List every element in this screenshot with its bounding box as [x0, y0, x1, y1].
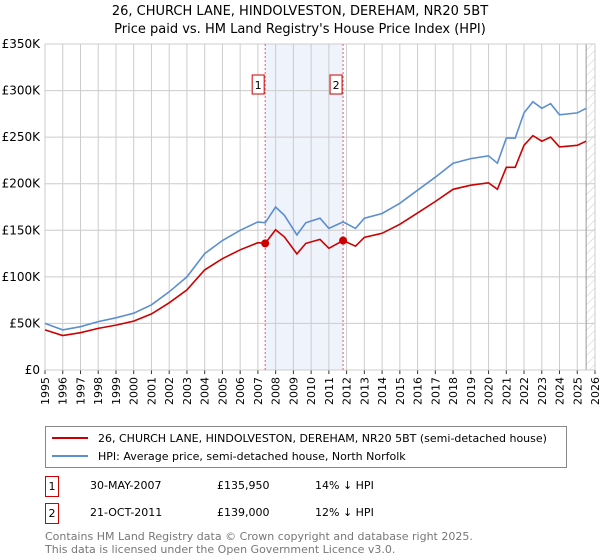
x-tick-label: 1999: [110, 377, 123, 405]
y-tick-label: £250K: [2, 130, 42, 144]
x-tick-label: 2017: [429, 377, 442, 405]
y-tick-label: £350K: [2, 37, 42, 51]
hpi-line: [44, 100, 587, 331]
transaction-number: 2: [45, 503, 59, 524]
chart-subtitle: Price paid vs. HM Land Registry's House …: [114, 22, 486, 37]
y-tick-label: £0: [25, 363, 40, 377]
legend: 26, CHURCH LANE, HINDOLVESTON, DEREHAM, …: [45, 426, 567, 468]
x-tick-label: 2014: [376, 377, 389, 405]
y-tick-label: £100K: [2, 270, 42, 284]
x-tick-label: 2008: [270, 377, 283, 405]
x-tick-label: 2013: [358, 377, 371, 405]
x-tick-label: 2025: [571, 377, 584, 405]
x-tick-label: 1997: [74, 377, 87, 405]
footer: Contains HM Land Registry data © Crown c…: [45, 530, 473, 556]
y-tick-label: £50K: [9, 316, 41, 330]
transaction-number: 1: [45, 476, 59, 497]
x-tick-label: 2005: [216, 377, 229, 405]
x-tick-label: 2000: [128, 377, 141, 405]
price-chart: 1995 1996 1997 1998 1999 2000 2001 2002 2003 2004…: [2, 37, 600, 405]
transaction-date: 21-OCT-2011: [90, 506, 163, 519]
legend-label-hpi: HPI: Average price, semi-detached house,…: [98, 449, 406, 463]
y-tick-label: £300K: [2, 84, 42, 98]
footer-licence: This data is licensed under the Open Gov…: [45, 543, 396, 556]
x-tick-label: 2011: [323, 377, 336, 405]
legend-item-property: 26, CHURCH LANE, HINDOLVESTON, DEREHAM, …: [52, 430, 547, 446]
chart-title: 26, CHURCH LANE, HINDOLVESTON, DEREHAM, …: [111, 4, 489, 19]
x-tick-label: 2019: [465, 377, 478, 405]
x-tick-label: 2003: [181, 377, 194, 405]
x-tick-label: 2002: [163, 377, 176, 405]
x-tick-label: 2020: [483, 377, 496, 405]
x-tick-label: 2024: [554, 377, 567, 405]
footer-copyright: Contains HM Land Registry data © Crown c…: [45, 530, 473, 543]
transaction-date: 30-MAY-2007: [90, 479, 162, 492]
x-tick-label: 2015: [394, 377, 407, 405]
x-tick-label: 1996: [57, 377, 70, 405]
transaction-price: £135,950: [217, 479, 270, 492]
x-tick-label: 1995: [39, 377, 52, 405]
property-price-line: [44, 134, 587, 337]
legend-red-line: [52, 437, 88, 439]
x-tick-label: 2006: [234, 377, 247, 405]
sale-period-shading: [265, 44, 344, 370]
x-tick-label: 2007: [252, 377, 265, 405]
y-tick-label: £200K: [2, 177, 42, 191]
x-tick-label: 2016: [412, 377, 425, 405]
x-tick-label: 2021: [500, 377, 513, 405]
sale-label-box: [329, 74, 343, 95]
plot-frame: [44, 43, 596, 371]
x-tick-label: 2018: [447, 377, 460, 405]
x-tick-label: 2001: [145, 377, 158, 405]
legend-item-hpi: HPI: Average price, semi-detached house,…: [52, 448, 406, 464]
transaction-hpi-diff: 12% ↓ HPI: [315, 506, 374, 519]
transaction-price: £139,000: [217, 506, 270, 519]
legend-label-property: 26, CHURCH LANE, HINDOLVESTON, DEREHAM, …: [98, 431, 547, 445]
sale-label-box: [251, 74, 265, 95]
transaction-hpi-diff: 14% ↓ HPI: [315, 479, 374, 492]
legend-blue-line: [52, 455, 88, 457]
sale-point: [261, 239, 270, 248]
x-tick-label: 2026: [589, 377, 600, 405]
x-tick-label: 2004: [199, 377, 212, 405]
y-tick-label: £150K: [2, 223, 42, 237]
sale-label: 1: [255, 79, 262, 92]
x-tick-label: 2023: [536, 377, 549, 405]
x-tick-label: 1998: [92, 377, 105, 405]
x-tick-label: 2012: [341, 377, 354, 405]
sale-point: [339, 236, 348, 245]
x-tick-label: 2022: [518, 377, 531, 405]
forecast-hatch: [586, 44, 595, 370]
sale-label: 2: [333, 79, 340, 92]
x-tick-label: 2009: [287, 377, 300, 405]
x-tick-label: 2010: [305, 377, 318, 405]
